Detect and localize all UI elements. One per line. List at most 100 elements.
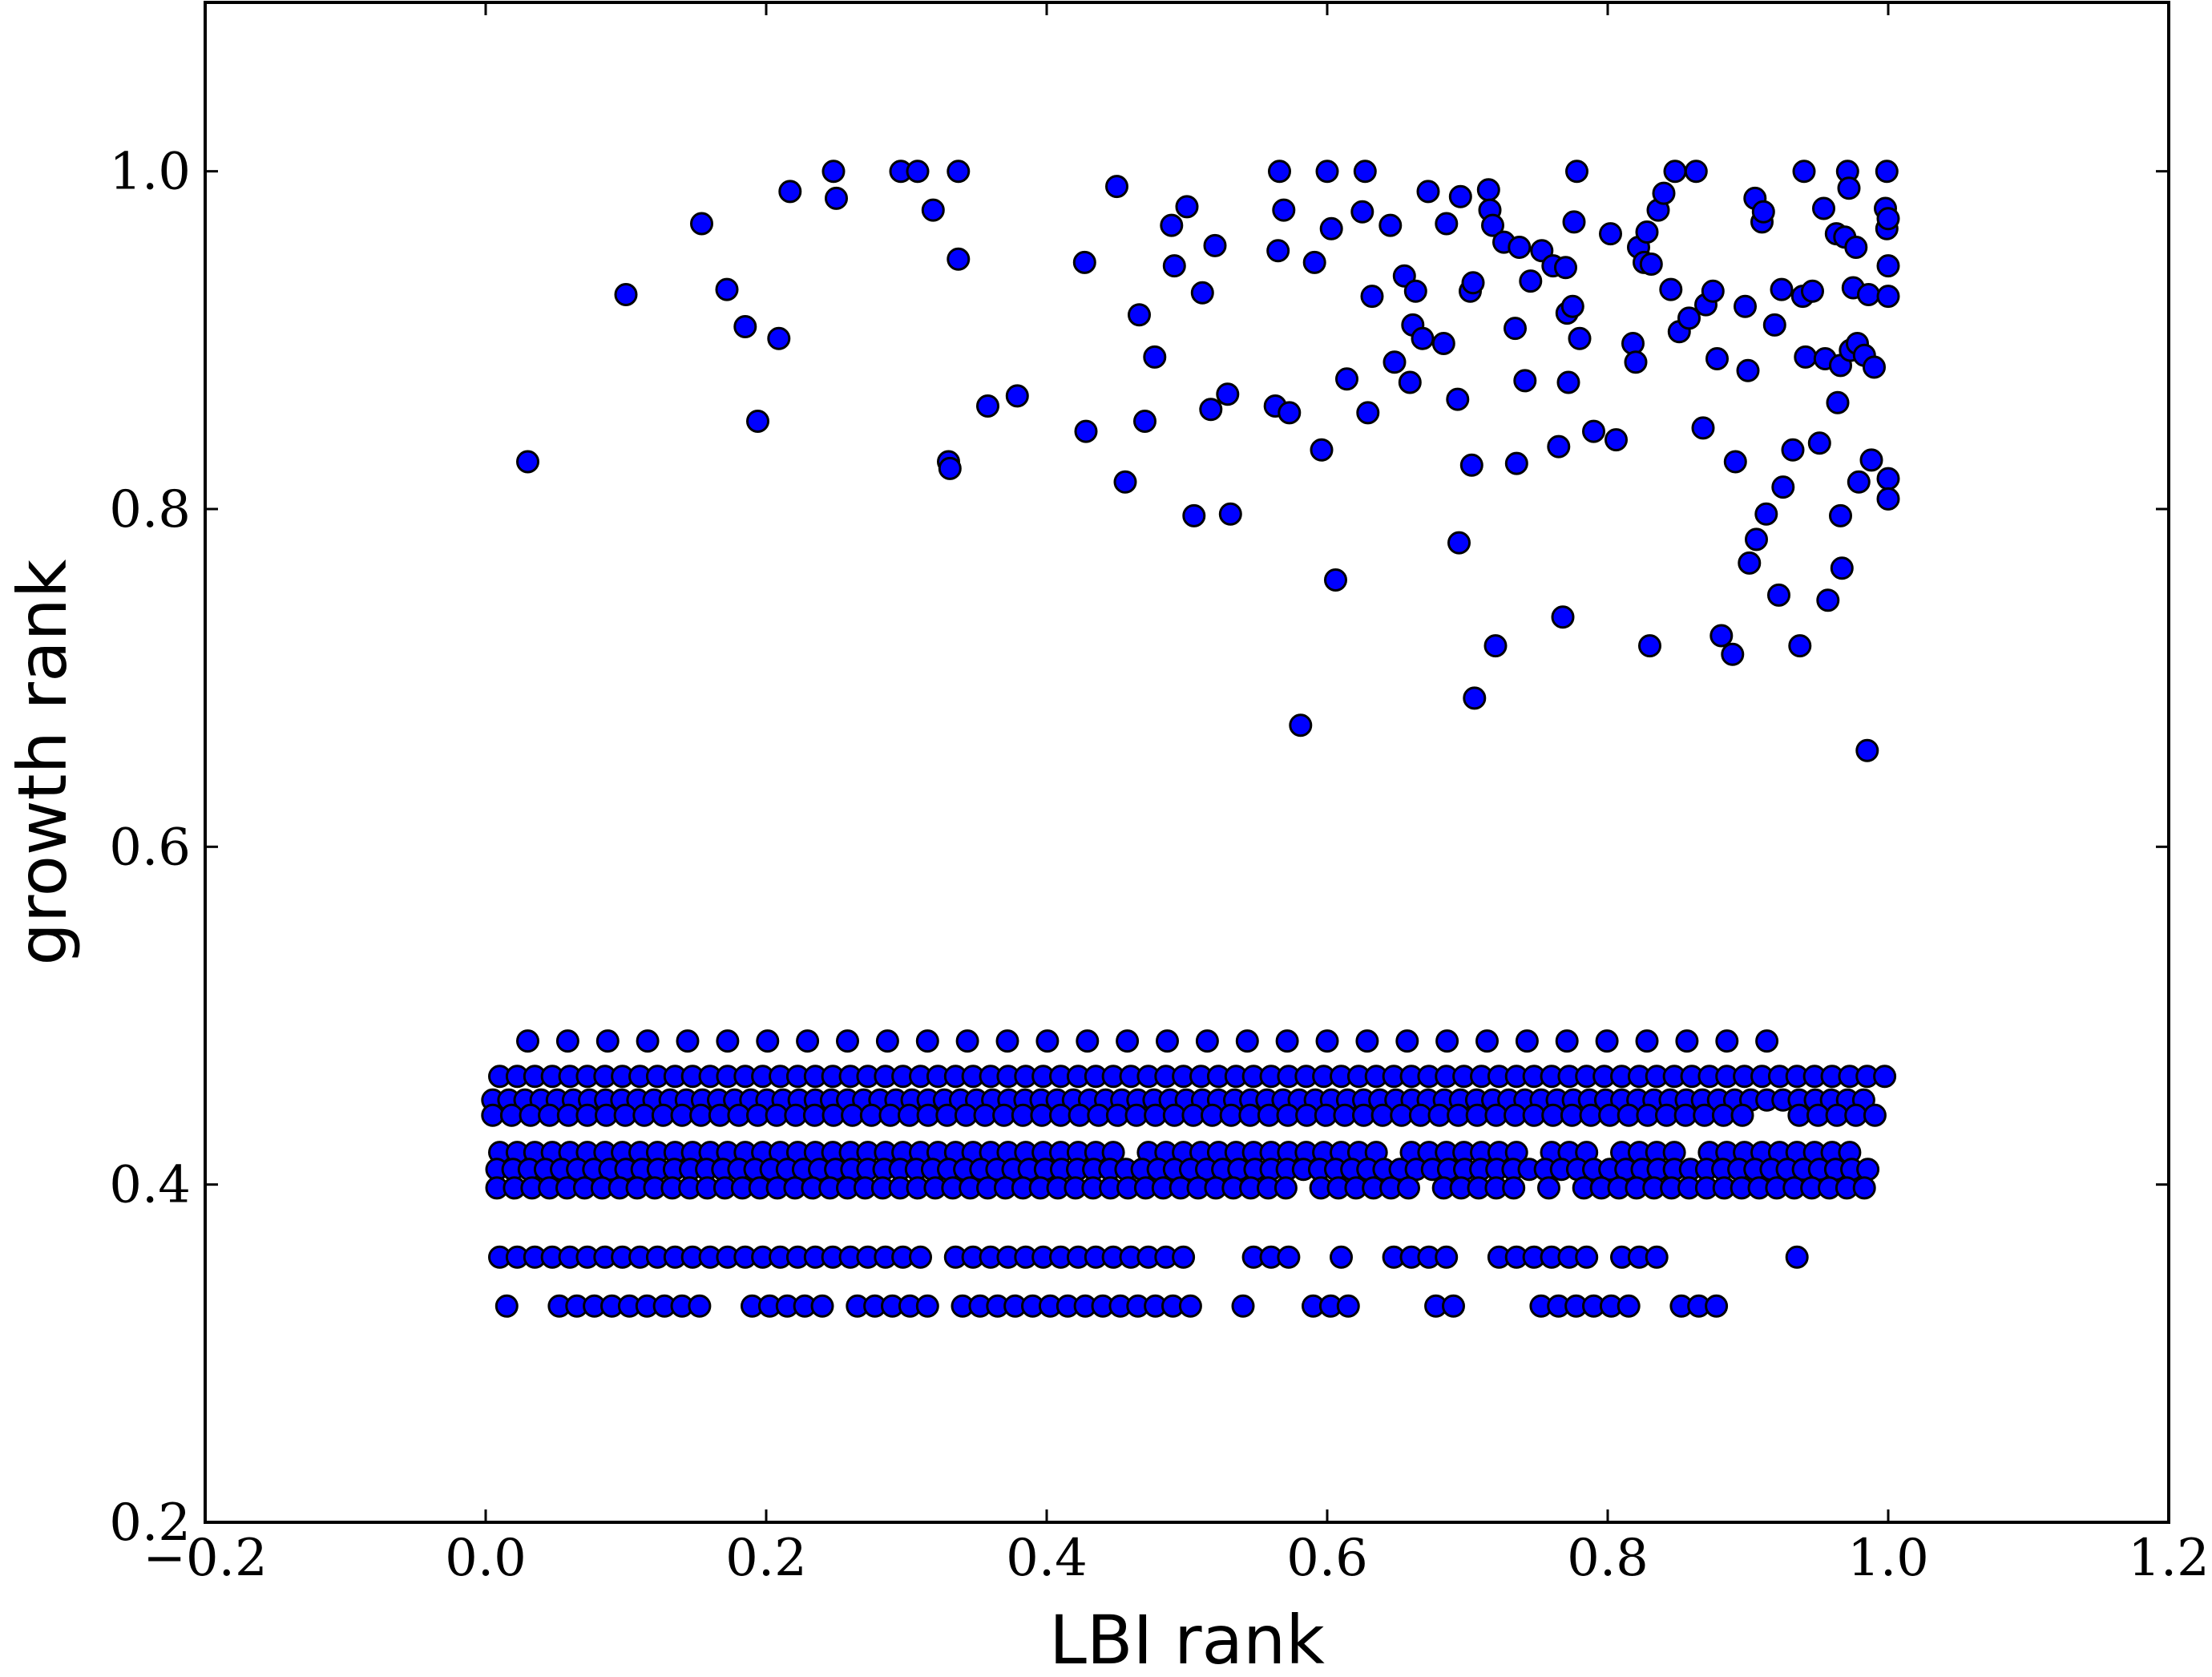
data-point <box>1565 160 1588 184</box>
data-point <box>765 1103 789 1127</box>
x-tick-label: 0.4 <box>1006 1529 1088 1588</box>
data-point <box>955 1029 979 1053</box>
data-point <box>1751 200 1775 224</box>
data-point <box>1785 1245 1809 1269</box>
data-point <box>1745 527 1768 552</box>
data-point <box>1350 200 1374 224</box>
data-point <box>1330 1245 1353 1269</box>
data-point <box>708 1103 732 1127</box>
data-point <box>992 1103 1016 1127</box>
data-point <box>1076 1029 1100 1053</box>
data-point <box>1663 160 1687 184</box>
data-point <box>1195 1029 1219 1053</box>
data-point <box>1876 487 1900 511</box>
data-point <box>1876 467 1900 491</box>
data-point <box>1275 1029 1299 1053</box>
data-point <box>1826 390 1850 414</box>
data-point <box>1847 470 1871 494</box>
y-tick-label: 1.0 <box>109 143 191 202</box>
data-point <box>1721 642 1745 666</box>
data-point <box>1266 239 1290 263</box>
data-point <box>1562 210 1586 234</box>
data-point <box>1595 1029 1619 1053</box>
data-point <box>1113 470 1137 494</box>
data-point <box>938 456 962 480</box>
data-point <box>1876 285 1900 309</box>
data-point <box>1447 531 1471 555</box>
data-point <box>1788 634 1812 658</box>
data-point <box>1435 212 1459 236</box>
data-point <box>1068 1103 1092 1127</box>
data-point <box>1508 236 1532 259</box>
data-point <box>1873 1065 1897 1089</box>
data-point <box>1481 213 1504 237</box>
data-point <box>1295 1103 1319 1127</box>
data-point <box>1541 1103 1565 1127</box>
data-point <box>1355 1029 1379 1053</box>
data-point <box>1792 160 1816 184</box>
data-point <box>1807 431 1831 455</box>
data-point <box>976 394 999 418</box>
data-point <box>556 1103 580 1127</box>
data-point <box>516 450 539 474</box>
data-point <box>821 160 846 184</box>
data-point <box>915 1294 939 1318</box>
data-point <box>636 1029 660 1053</box>
data-point <box>1074 419 1098 443</box>
data-point <box>1863 355 1886 379</box>
data-point <box>1876 207 1900 231</box>
x-tick-label: 1.2 <box>2128 1529 2210 1588</box>
data-point <box>1398 370 1422 394</box>
data-point <box>1812 196 1835 220</box>
data-point <box>1794 345 1818 369</box>
data-point <box>1767 583 1790 607</box>
data-point <box>1504 451 1528 475</box>
x-tick-label: 0.0 <box>445 1529 527 1588</box>
data-point <box>995 1029 1019 1053</box>
data-point <box>1356 401 1380 425</box>
data-point <box>1554 256 1577 280</box>
data-point <box>1771 475 1795 499</box>
data-point <box>947 247 971 271</box>
data-point <box>1730 1103 1754 1127</box>
x-axis-title: LBI rank <box>1049 1601 1325 1677</box>
data-point <box>1624 350 1648 374</box>
data-point <box>1770 277 1794 301</box>
data-point <box>1216 382 1240 406</box>
data-point <box>1556 370 1580 394</box>
data-point <box>1551 605 1575 629</box>
data-point <box>1277 1245 1301 1269</box>
data-point <box>1709 624 1734 648</box>
data-point <box>1852 1176 1876 1200</box>
data-point <box>1116 1029 1140 1053</box>
data-point <box>516 1029 539 1053</box>
data-point <box>1231 1294 1255 1318</box>
data-point <box>906 160 930 184</box>
data-point <box>1555 1029 1579 1053</box>
data-point <box>1855 738 1879 762</box>
data-point <box>1435 1029 1459 1053</box>
data-point <box>1677 306 1701 330</box>
data-point <box>1315 160 1339 184</box>
data-point <box>1515 1029 1539 1053</box>
data-point <box>632 1103 656 1127</box>
data-point <box>1310 438 1334 462</box>
data-point <box>1715 1029 1739 1053</box>
data-point <box>1859 448 1883 472</box>
data-point <box>1645 1245 1669 1269</box>
x-tick-label: 0.6 <box>1286 1529 1368 1588</box>
data-point <box>1442 1294 1465 1318</box>
data-point <box>916 1103 940 1127</box>
data-point <box>688 1294 712 1318</box>
data-point <box>1635 220 1659 244</box>
data-point <box>1621 332 1645 355</box>
data-point <box>1319 216 1343 240</box>
data-point <box>1360 285 1384 309</box>
data-point <box>1875 160 1899 184</box>
data-point <box>1659 277 1683 301</box>
data-point <box>1605 428 1628 452</box>
data-point <box>1483 634 1508 658</box>
data-point <box>1190 281 1214 305</box>
data-point <box>1863 1103 1887 1127</box>
data-point <box>1397 1176 1420 1200</box>
